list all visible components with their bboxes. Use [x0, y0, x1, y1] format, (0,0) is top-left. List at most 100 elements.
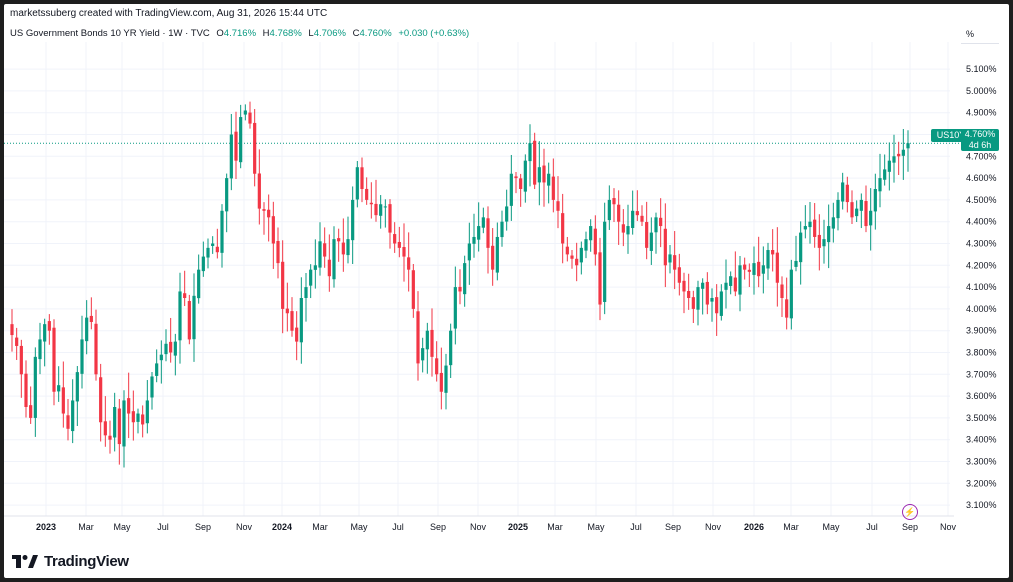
candle-body: [425, 330, 429, 350]
candle-body: [869, 210, 873, 226]
candle-body: [145, 400, 149, 424]
candle-body: [383, 206, 387, 208]
candle-body: [332, 239, 336, 280]
candle-body: [859, 199, 863, 211]
x-tick-label: Mar: [547, 522, 563, 532]
chart-frame: marketssuberg created with TradingView.c…: [4, 4, 1009, 578]
candle-body: [169, 341, 173, 353]
candles: [10, 101, 910, 468]
candle-body: [477, 226, 481, 240]
candle-body: [388, 204, 392, 233]
candle-body: [579, 247, 583, 263]
x-tick-label: Jul: [157, 522, 169, 532]
candle-body: [66, 415, 70, 429]
candle-body: [906, 143, 910, 149]
candle-body: [537, 167, 541, 183]
lightning-icon[interactable]: ⚡: [902, 504, 918, 520]
candle-body: [61, 387, 65, 414]
candle-body: [542, 165, 546, 183]
low-label: L: [308, 28, 314, 39]
candle-body: [407, 257, 411, 270]
candle-body: [626, 226, 630, 235]
candle-body: [136, 413, 140, 422]
candle-body: [547, 173, 551, 186]
candle-body: [89, 315, 93, 322]
tradingview-brand: TradingView: [44, 552, 129, 570]
candle-body: [295, 327, 299, 342]
candlestick-chart[interactable]: 5.100%5.000%4.900%4.800%4.700%4.600%4.50…: [4, 4, 1009, 578]
candle-body: [729, 276, 733, 286]
x-tick-label: Nov: [940, 522, 957, 532]
symbol-legend[interactable]: US Government Bonds 10 YR Yield · 1W · T…: [10, 28, 469, 39]
candle-body: [164, 343, 168, 355]
y-tick-label: 3.600%: [966, 391, 997, 401]
x-tick-label: May: [587, 522, 605, 532]
candle-body: [365, 188, 369, 200]
candle-body: [47, 321, 51, 331]
candle-body: [747, 269, 751, 272]
candle-body: [127, 398, 131, 414]
candle-body: [463, 263, 467, 295]
candle-body: [299, 298, 303, 343]
candle-body: [831, 217, 835, 229]
candle-body: [864, 201, 868, 227]
candle-body: [556, 201, 560, 211]
candle-body: [827, 226, 831, 243]
candle-body: [453, 287, 457, 329]
candle-body: [341, 242, 345, 255]
candle-body: [197, 269, 201, 299]
time-axis: 2023 Mar May Jul Sep Nov 2024 Mar May Jul Sep Nov 20…: [36, 522, 957, 532]
candle-body: [215, 246, 219, 253]
candle-body: [267, 209, 271, 218]
candle-body: [640, 215, 644, 222]
candle-body: [360, 167, 364, 189]
candle-body: [621, 224, 625, 233]
candle-body: [85, 317, 89, 342]
candle-body: [841, 182, 845, 202]
candle-body: [257, 173, 261, 209]
x-tick-label: Sep: [430, 522, 446, 532]
candle-body: [528, 143, 532, 162]
axis-unit-label[interactable]: %: [966, 29, 975, 39]
tradingview-logo-icon: [12, 554, 38, 568]
candle-body: [337, 238, 341, 242]
candle-body: [878, 178, 882, 192]
tradingview-logo[interactable]: TradingView: [12, 550, 129, 572]
candle-body: [430, 329, 434, 357]
candle-body: [715, 297, 719, 314]
candle-body: [561, 213, 565, 244]
x-tick-label: Sep: [195, 522, 211, 532]
x-tick-label: Nov: [236, 522, 253, 532]
candle-body: [659, 217, 663, 227]
candle-body: [472, 236, 476, 244]
candle-body: [607, 199, 611, 221]
x-tick-label: 2024: [272, 522, 292, 532]
candle-body: [701, 282, 705, 289]
candle-body: [183, 293, 187, 298]
candle-body: [635, 211, 639, 216]
y-tick-label: 5.000%: [966, 86, 997, 96]
candle-body: [309, 269, 313, 286]
candle-body: [211, 243, 215, 246]
candle-body: [323, 243, 327, 257]
candle-body: [733, 277, 737, 292]
candle-body: [565, 246, 569, 255]
candle-body: [239, 117, 243, 163]
open-value: 4.716%: [223, 28, 257, 39]
candle-body: [178, 291, 182, 341]
candle-body: [696, 287, 700, 310]
low-value: 4.706%: [313, 28, 346, 39]
x-tick-label: May: [350, 522, 368, 532]
candle-body: [402, 247, 406, 257]
candle-body: [271, 216, 275, 244]
percent-scale-toggle[interactable]: [961, 28, 999, 44]
y-tick-label: 4.200%: [966, 260, 997, 270]
candle-body: [766, 250, 770, 269]
candle-body: [724, 282, 728, 290]
candle-body: [225, 178, 229, 212]
candle-body: [29, 405, 33, 418]
attribution-text: marketssuberg created with TradingView.c…: [10, 8, 328, 19]
candle-body: [771, 250, 775, 255]
candle-body: [855, 208, 859, 217]
x-tick-label: Jul: [630, 522, 642, 532]
